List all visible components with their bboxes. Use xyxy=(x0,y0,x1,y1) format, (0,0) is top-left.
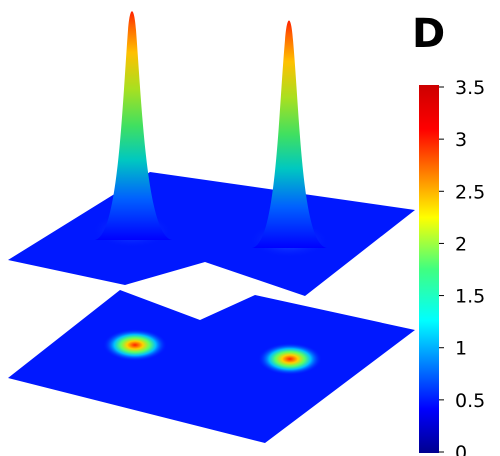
colorbar-ticks: 0 0.5 1 1.5 2 2.5 3 3.5 xyxy=(439,77,485,456)
projection-spot-1 xyxy=(103,329,167,361)
colorbar-tick-label: 0 xyxy=(455,442,467,456)
projection-plane xyxy=(8,290,415,443)
surface-peak-1 xyxy=(95,11,172,240)
colorbar-tick-label: 3.5 xyxy=(455,77,485,99)
colorbar-tick-label: 1 xyxy=(455,338,467,360)
colorbar-tick-label: 1.5 xyxy=(455,286,485,308)
colorbar-tick-label: 3 xyxy=(455,129,467,151)
colorbar-tick-label: 2.5 xyxy=(455,181,485,203)
panel-label: D xyxy=(412,11,446,57)
projection-spot-2 xyxy=(258,343,322,375)
surface-peak-2 xyxy=(252,20,327,248)
surface-plane xyxy=(8,172,415,296)
colorbar xyxy=(419,85,439,453)
colorbar-tick-label: 0.5 xyxy=(455,390,485,412)
colorbar-tick-label: 2 xyxy=(455,233,467,255)
